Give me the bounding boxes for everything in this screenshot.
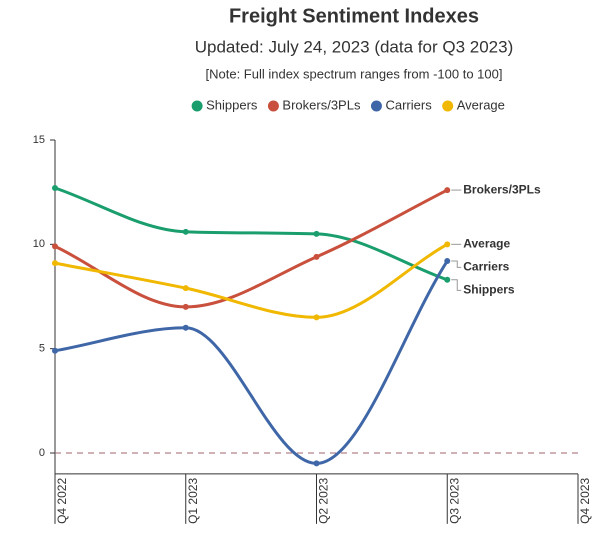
legend-label: Brokers/3PLs — [282, 97, 361, 112]
x-tick-label: Q1 2023 — [186, 478, 200, 524]
point — [444, 187, 451, 194]
legend-swatch — [267, 100, 279, 112]
end-label: Average — [463, 237, 510, 251]
y-tick-label: 5 — [39, 343, 45, 355]
chart-note: [Note: Full index spectrum ranges from -… — [206, 66, 503, 81]
x-tick-label: Q3 2023 — [447, 478, 461, 524]
legend-label: Average — [457, 97, 505, 112]
point — [444, 241, 451, 248]
chart-subtitle: Updated: July 24, 2023 (data for Q3 2023… — [195, 37, 513, 56]
point — [52, 347, 58, 354]
legend-label: Carriers — [385, 97, 432, 112]
legend: Shippers Brokers/3PLs Carriers Average — [191, 97, 505, 112]
point — [52, 243, 58, 250]
point — [444, 276, 451, 283]
chart-title: Freight Sentiment Indexes — [229, 5, 479, 27]
point — [52, 184, 58, 191]
y-tick-label: 10 — [33, 238, 45, 250]
series-line — [54, 243, 448, 319]
point — [182, 324, 189, 331]
point — [182, 285, 189, 292]
point — [313, 230, 320, 237]
series-line — [54, 186, 448, 282]
point — [52, 260, 58, 267]
y-tick-label: 15 — [33, 134, 45, 146]
legend-swatch — [370, 100, 382, 112]
end-label: Carriers — [463, 260, 509, 274]
point — [182, 303, 189, 310]
series-line — [54, 188, 448, 309]
legend-swatch — [191, 100, 203, 112]
x-tick-label: Q2 2023 — [317, 478, 331, 524]
point — [444, 258, 451, 265]
series-line — [54, 260, 449, 465]
label-connector — [451, 260, 462, 268]
legend-swatch — [442, 100, 454, 112]
label-connector — [451, 279, 462, 291]
point — [182, 228, 189, 235]
end-label: Brokers/3PLs — [463, 182, 541, 196]
point — [313, 460, 320, 467]
x-tick-label: Q4 2022 — [55, 478, 69, 524]
y-tick-label: 0 — [39, 447, 45, 459]
point — [313, 314, 320, 321]
legend-label: Shippers — [206, 97, 258, 112]
end-label: Shippers — [463, 283, 515, 297]
x-tick-label: Q4 2023 — [578, 478, 592, 524]
point — [313, 253, 320, 260]
